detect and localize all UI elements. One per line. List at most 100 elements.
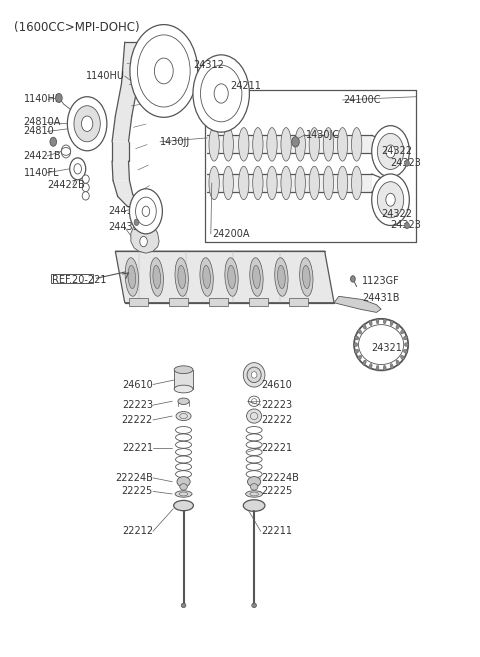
Circle shape [386, 145, 395, 158]
Text: 24322: 24322 [381, 147, 412, 156]
Ellipse shape [358, 355, 362, 360]
Ellipse shape [239, 127, 249, 161]
Text: 1430JJ: 1430JJ [160, 137, 190, 147]
Text: 22222: 22222 [122, 415, 153, 425]
Polygon shape [113, 181, 133, 196]
Text: 24431B: 24431B [362, 293, 400, 304]
Polygon shape [127, 202, 146, 210]
Ellipse shape [228, 265, 235, 288]
Ellipse shape [247, 367, 261, 382]
Ellipse shape [355, 336, 359, 340]
Circle shape [405, 160, 409, 166]
Circle shape [201, 65, 242, 122]
Circle shape [372, 125, 409, 177]
Ellipse shape [358, 329, 362, 334]
Ellipse shape [354, 343, 358, 346]
Ellipse shape [203, 265, 210, 288]
Ellipse shape [369, 320, 372, 326]
Ellipse shape [150, 258, 163, 296]
Ellipse shape [178, 398, 189, 405]
Text: 22224B: 22224B [261, 473, 299, 483]
Ellipse shape [351, 127, 362, 161]
Polygon shape [135, 204, 151, 213]
Text: 24323: 24323 [391, 158, 421, 168]
Text: 24431A: 24431A [108, 223, 145, 233]
Ellipse shape [82, 192, 89, 200]
Ellipse shape [180, 484, 187, 490]
Text: 24321: 24321 [372, 343, 403, 353]
Ellipse shape [181, 603, 186, 608]
Circle shape [135, 197, 156, 225]
Ellipse shape [355, 350, 359, 353]
Circle shape [134, 219, 139, 225]
Polygon shape [118, 194, 140, 206]
Bar [289, 298, 308, 306]
Ellipse shape [275, 258, 288, 296]
Circle shape [137, 35, 190, 107]
Ellipse shape [248, 476, 261, 487]
Text: 24810A: 24810A [24, 118, 61, 127]
Bar [207, 174, 372, 192]
Text: 24610: 24610 [122, 380, 153, 390]
Ellipse shape [61, 148, 71, 155]
Circle shape [61, 145, 71, 158]
Text: 24422B: 24422B [47, 180, 85, 190]
Bar [130, 298, 148, 306]
Text: 1140FL: 1140FL [24, 168, 59, 177]
Ellipse shape [309, 166, 320, 200]
Ellipse shape [396, 360, 399, 365]
Ellipse shape [384, 318, 386, 324]
Ellipse shape [281, 127, 291, 161]
Text: 24410: 24410 [108, 206, 139, 215]
Bar [207, 135, 372, 153]
Ellipse shape [209, 166, 219, 200]
Polygon shape [112, 142, 129, 161]
Ellipse shape [390, 320, 393, 326]
Ellipse shape [281, 166, 291, 200]
Ellipse shape [403, 350, 408, 353]
Ellipse shape [302, 265, 310, 288]
Circle shape [377, 182, 404, 217]
Ellipse shape [277, 265, 285, 288]
Ellipse shape [351, 166, 362, 200]
Ellipse shape [174, 501, 193, 510]
Ellipse shape [82, 183, 89, 192]
Circle shape [142, 206, 150, 216]
Circle shape [386, 193, 395, 206]
Text: 22212: 22212 [122, 526, 153, 536]
Ellipse shape [128, 265, 136, 288]
Ellipse shape [125, 258, 139, 296]
Circle shape [56, 93, 62, 102]
Text: 24323: 24323 [391, 221, 421, 231]
Bar [209, 298, 228, 306]
Polygon shape [334, 296, 381, 313]
Ellipse shape [405, 343, 408, 346]
Circle shape [130, 189, 162, 234]
Circle shape [214, 84, 228, 103]
Circle shape [372, 174, 409, 225]
Circle shape [377, 133, 404, 170]
Text: 22224B: 22224B [115, 473, 153, 483]
Ellipse shape [200, 258, 213, 296]
Ellipse shape [178, 265, 185, 288]
Ellipse shape [267, 127, 277, 161]
Text: 24322: 24322 [381, 209, 412, 219]
Ellipse shape [153, 265, 161, 288]
Ellipse shape [223, 127, 233, 161]
Ellipse shape [400, 355, 405, 360]
Polygon shape [112, 161, 130, 181]
Circle shape [140, 237, 147, 247]
Polygon shape [115, 84, 138, 116]
Ellipse shape [309, 127, 320, 161]
Circle shape [155, 58, 173, 84]
Text: 24200A: 24200A [212, 229, 249, 239]
Ellipse shape [376, 365, 379, 371]
Text: 24421B: 24421B [24, 151, 61, 161]
Circle shape [193, 55, 250, 132]
Ellipse shape [209, 127, 219, 161]
Ellipse shape [177, 476, 190, 487]
Text: 24211: 24211 [230, 81, 262, 91]
Text: REF.20-221: REF.20-221 [52, 275, 107, 284]
Circle shape [50, 137, 57, 147]
Ellipse shape [295, 127, 305, 161]
